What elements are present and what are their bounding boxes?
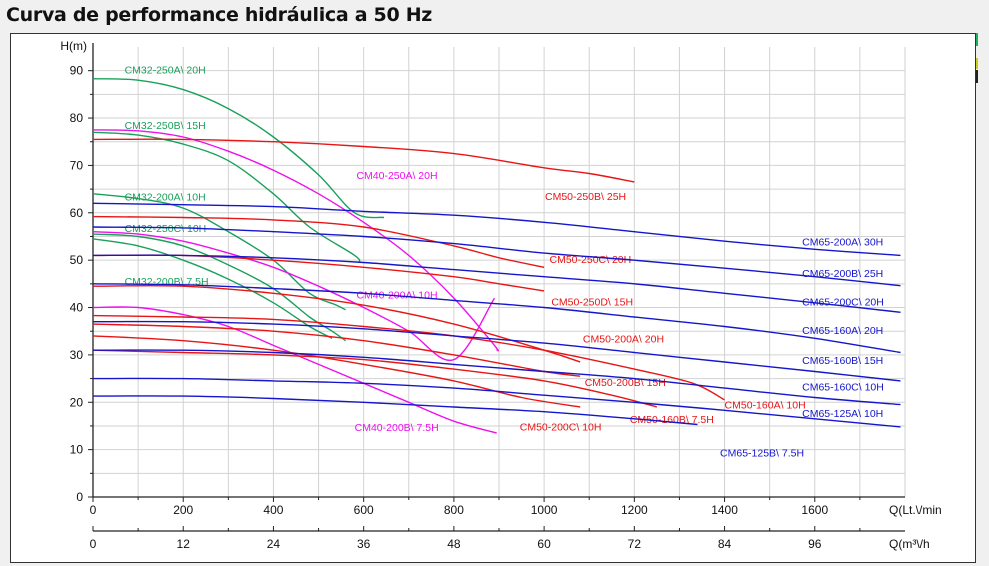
x-tick-label: 800 <box>444 503 464 517</box>
series-label-cm32-250a-20h: CM32-250A\ 20H <box>125 64 206 76</box>
series-label-cm32-250c-10h: CM32-250C\ 10H <box>125 223 207 235</box>
x2-tick-label: 12 <box>177 537 191 551</box>
series-line-cm65-125b-7-5h <box>92 395 698 426</box>
series-label-cm50-160b-7-5h: CM50-160B\ 7.5H <box>630 414 714 426</box>
y-tick-label: 20 <box>70 395 84 409</box>
series-line-cm40-200a-10h <box>92 231 496 362</box>
series-line-cm65-160c-10h <box>92 349 901 406</box>
series-label-cm65-200b-25h: CM65-200B\ 25H <box>802 268 883 280</box>
series-label-cm50-200b-15h: CM50-200B\ 15H <box>585 377 666 389</box>
series-line-cm50-160b-7-5h <box>92 349 658 408</box>
series-line-cm40-200b-7-5h <box>92 306 497 434</box>
series-line-cm50-200c-10h <box>92 335 581 408</box>
x2-tick-label: 96 <box>808 537 822 551</box>
x2-tick-label: 0 <box>90 537 97 551</box>
x-tick-label: 200 <box>173 503 193 517</box>
series-line-cm65-160b-15h <box>92 320 901 382</box>
x2-axis-label: Q(m³\/h <box>889 537 930 551</box>
series-line-cm32-200b-7-5h <box>92 238 333 339</box>
series-label-cm50-160a-10h: CM50-160A\ 10H <box>725 400 806 412</box>
series-label-cm65-160a-20h: CM65-160A\ 20H <box>802 325 883 337</box>
x-axis-label: Q(Lt.\/min <box>889 503 942 517</box>
series-label-cm50-200a-20h: CM50-200A\ 20H <box>583 333 664 345</box>
y-tick-label: 80 <box>70 111 84 125</box>
series-label-cm65-200c-20h: CM65-200C\ 20H <box>802 296 884 308</box>
x-tick-label: 1200 <box>621 503 648 517</box>
series-line-cm65-200a-30h <box>92 202 901 257</box>
x2-tick-label: 84 <box>718 537 732 551</box>
y-tick-label: 50 <box>70 253 84 267</box>
series-label-cm65-200a-30h: CM65-200A\ 30H <box>802 237 883 249</box>
y-tick-label: 0 <box>76 490 83 504</box>
series-label-cm32-200a-10h: CM32-200A\ 10H <box>125 192 206 204</box>
series-line-cm32-200a-10h <box>92 193 346 311</box>
x-tick-label: 400 <box>263 503 283 517</box>
y-tick-label: 70 <box>70 158 84 172</box>
series-label-cm40-250a-20h: CM40-250A\ 20H <box>356 170 437 182</box>
series-label-cm50-250c-20h: CM50-250C\ 20H <box>550 254 632 266</box>
y-tick-label: 90 <box>70 64 84 78</box>
x-tick-label: 0 <box>90 503 97 517</box>
x-tick-label: 1000 <box>531 503 558 517</box>
y-tick-label: 40 <box>70 301 84 315</box>
series-label-cm50-250d-15h: CM50-250D\ 15H <box>551 296 633 308</box>
series-line-cm65-160a-20h <box>92 283 901 354</box>
x2-tick-label: 60 <box>537 537 551 551</box>
y-tick-label: 10 <box>70 443 84 457</box>
series-line-cm65-125a-10h <box>92 377 901 428</box>
series-line-cm50-250c-20h <box>92 215 545 268</box>
x-tick-label: 1400 <box>711 503 738 517</box>
series-label-cm50-200c-10h: CM50-200C\ 10H <box>520 421 602 433</box>
series-label-cm40-200b-7-5h: CM40-200B\ 7.5H <box>355 422 439 434</box>
series-line-cm50-250b-25h <box>92 138 635 183</box>
y-axis-label: H(m) <box>60 39 87 53</box>
series-line-cm65-200c-20h <box>92 254 901 313</box>
series-label-cm65-160b-15h: CM65-160B\ 15H <box>802 355 883 367</box>
x2-tick-label: 48 <box>447 537 461 551</box>
chart-title: Curva de performance hidráulica a 50 Hz <box>6 4 433 26</box>
series-label-cm32-250b-15h: CM32-250B\ 15H <box>125 120 206 132</box>
y-tick-label: 60 <box>70 206 84 220</box>
x2-tick-label: 36 <box>357 537 371 551</box>
series-line-cm40-250a-20h <box>92 129 499 352</box>
x2-tick-label: 24 <box>267 537 281 551</box>
x-tick-label: 600 <box>354 503 374 517</box>
series-label-cm65-125b-7-5h: CM65-125B\ 7.5H <box>720 447 804 459</box>
series-label-cm65-125a-10h: CM65-125A\ 10H <box>802 408 883 420</box>
x2-tick-label: 72 <box>628 537 642 551</box>
series-line-cm65-200b-25h <box>92 226 901 287</box>
series-line-cm32-250c-10h <box>92 233 347 342</box>
chart-panel: 0 10 20 30 40 50 60 70 80 90 0 200 400 600 800 1000 1200… <box>10 33 976 563</box>
y-tick-label: 30 <box>70 348 84 362</box>
series-label-cm65-160c-10h: CM65-160C\ 10H <box>802 382 884 394</box>
x-tick-label: 1600 <box>801 503 828 517</box>
series-label-cm50-250b-25h: CM50-250B\ 25H <box>545 191 626 203</box>
series-line-cm32-250b-15h <box>92 131 361 263</box>
